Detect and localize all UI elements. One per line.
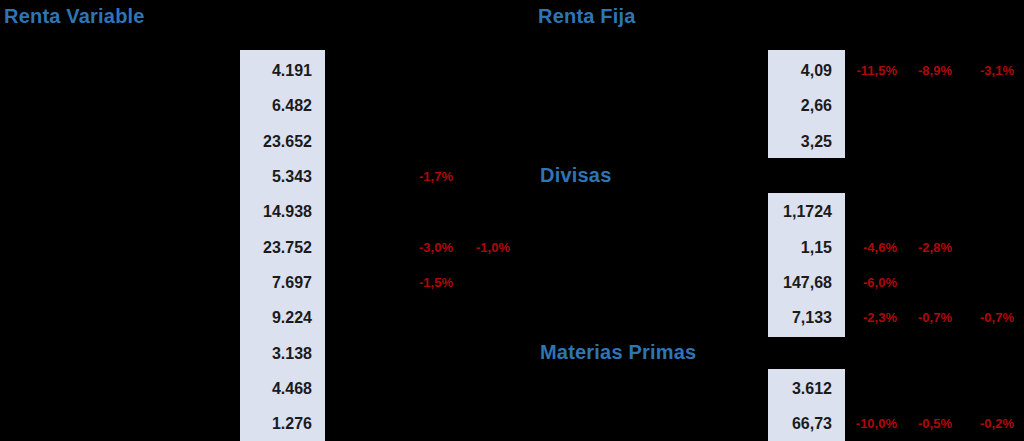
value-cell: 4.191 <box>240 53 325 88</box>
value-cell: 14.938 <box>240 194 325 229</box>
value-cell: 6.482 <box>240 88 325 123</box>
value-cell: 5.343 <box>240 159 325 194</box>
value-cell: 1.276 <box>240 406 325 441</box>
value-cell: 23.652 <box>240 124 325 159</box>
pct-cell: -4,6% <box>833 230 897 265</box>
section-title-renta-variable: Renta Variable <box>4 4 145 29</box>
pct-cell: -2,3% <box>833 300 897 335</box>
value-cell: 3.138 <box>240 336 325 371</box>
pct-cell: -3,1% <box>950 53 1014 88</box>
pct-cell: -6,0% <box>833 265 897 300</box>
pct-cell: -1,7% <box>391 159 453 194</box>
pct-cell: -0,5% <box>890 406 952 441</box>
pct-cell: -11,5% <box>833 53 897 88</box>
pct-cell: -0,2% <box>950 406 1014 441</box>
section-title-divisas: Divisas <box>540 163 611 188</box>
value-cell: 3.612 <box>768 371 845 406</box>
section-title-materias-primas: Materias Primas <box>540 340 696 365</box>
pct-cell: -3,0% <box>391 230 453 265</box>
pct-cell: -2,8% <box>890 230 952 265</box>
pct-cell: -0,7% <box>950 300 1014 335</box>
value-cell: 4.468 <box>240 371 325 406</box>
pct-cell: -1,5% <box>391 265 453 300</box>
value-cell: 2,66 <box>768 88 845 123</box>
section-title-renta-fija: Renta Fija <box>538 4 636 29</box>
value-cell: 9.224 <box>240 300 325 335</box>
value-cell: 3,25 <box>768 124 845 159</box>
market-summary-table: Renta Variable Renta Fija Divisas Materi… <box>0 0 1024 441</box>
pct-cell: -8,9% <box>890 53 952 88</box>
pct-cell: -1,0% <box>450 230 510 265</box>
pct-cell: -0,7% <box>890 300 952 335</box>
value-cell: 1,1724 <box>768 194 845 229</box>
value-cell: 23.752 <box>240 230 325 265</box>
value-cell: 7.697 <box>240 265 325 300</box>
pct-cell: -10,0% <box>833 406 897 441</box>
